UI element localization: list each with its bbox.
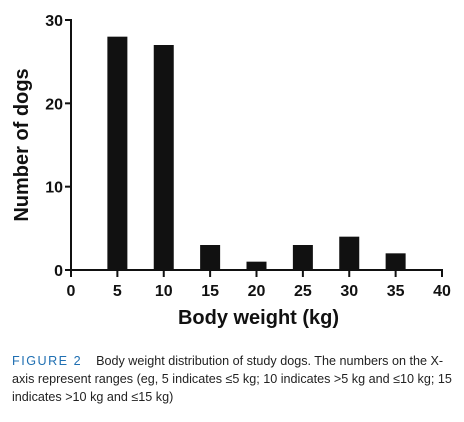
y-tick-label-0: 0 (54, 263, 63, 280)
x-tick-label-30: 30 (340, 283, 358, 300)
x-tick-label-20: 20 (248, 283, 266, 300)
bar-15 (200, 245, 221, 270)
bar-10 (153, 45, 174, 270)
x-tick-label-35: 35 (387, 283, 405, 300)
caption-text: Body weight distribution of study dogs. … (12, 354, 452, 404)
ticks-group: 0 10 20 30 0 5 10 15 20 25 30 35 40 (45, 13, 451, 300)
bars-group (107, 36, 406, 270)
figure-caption: FIGURE 2 Body weight distribution of stud… (12, 352, 452, 406)
bar-chart: 0 10 20 30 0 5 10 15 20 25 30 35 40 Number of dogs B… (11, 13, 451, 329)
bar-25 (292, 245, 313, 270)
x-tick-label-15: 15 (201, 283, 219, 300)
figure-label: FIGURE 2 (12, 354, 83, 368)
y-tick-label-10: 10 (45, 180, 63, 197)
bar-35 (385, 253, 406, 270)
bar-5 (107, 36, 128, 270)
chart-canvas: 0 10 20 30 0 5 10 15 20 25 30 35 40 Number of dogs B… (11, 13, 451, 329)
x-tick-label-0: 0 (67, 283, 76, 300)
x-tick-label-5: 5 (113, 283, 122, 300)
y-tick-label-30: 30 (45, 13, 63, 30)
bar-30 (339, 236, 360, 270)
x-tick-label-10: 10 (155, 283, 173, 300)
x-axis-title: Body weight (kg) (178, 307, 339, 329)
y-tick-label-20: 20 (45, 96, 63, 113)
y-axis-title: Number of dogs (11, 68, 33, 221)
x-tick-label-25: 25 (294, 283, 312, 300)
bar-20 (246, 261, 267, 270)
x-tick-label-40: 40 (433, 283, 451, 300)
